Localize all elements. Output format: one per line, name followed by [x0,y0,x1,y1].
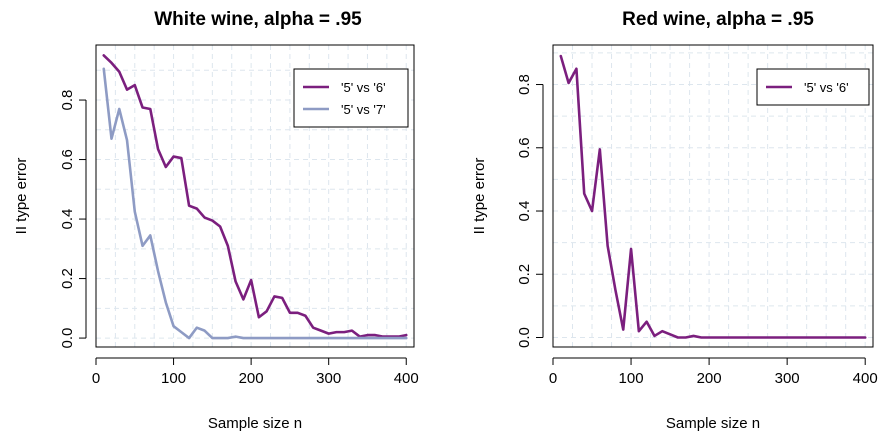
chart-title: White wine, alpha = .95 [154,9,362,30]
x-axis-label: Sample size n [666,415,760,432]
y-tick-label: 0.8 [59,90,76,111]
series-line-1 [102,54,408,338]
x-tick-label: 400 [394,370,419,387]
x-tick-label: 0 [549,370,557,387]
legend-label: '5' vs '7' [341,102,386,117]
x-tick-label: 300 [775,370,800,387]
legend-box [293,68,409,128]
x-tick-label: 100 [619,370,644,387]
plot-frame [95,44,415,348]
x-axis-label: Sample size n [208,415,302,432]
y-tick-label: 0.0 [59,328,76,349]
legend-label: '5' vs '6' [341,80,386,95]
x-tick-label: 300 [316,370,341,387]
series-line-1 [559,54,867,339]
x-tick-label: 200 [239,370,264,387]
x-tick-label: 100 [161,370,186,387]
series-line-2 [102,67,408,340]
y-axis-label: II type error [13,158,30,235]
x-tick-label: 200 [697,370,722,387]
y-tick-label: 0.4 [59,209,76,230]
y-axis-label: II type error [471,158,488,235]
y-tick-label: 0.0 [516,327,533,348]
plot-frame [552,44,874,348]
y-tick-label: 0.8 [516,74,533,95]
x-tick-label: 0 [92,370,100,387]
legend-label: '5' vs '6' [804,80,849,95]
y-tick-label: 0.6 [516,137,533,158]
x-tick-label: 400 [853,370,878,387]
y-tick-label: 0.6 [59,149,76,170]
y-tick-label: 0.2 [59,268,76,289]
y-tick-label: 0.2 [516,264,533,285]
chart-title: Red wine, alpha = .95 [622,9,814,30]
y-tick-label: 0.4 [516,201,533,222]
